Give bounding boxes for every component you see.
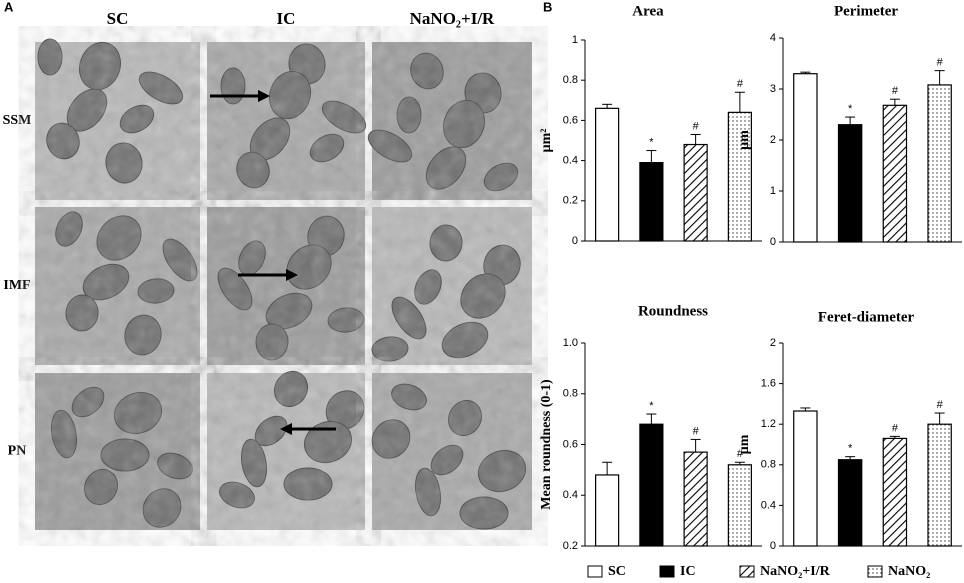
legend-label: NaNO₂+I/R (760, 564, 831, 579)
y-axis-label: µm² (539, 129, 554, 153)
y-tick-label: 1.2 (761, 418, 776, 430)
image-texture (372, 42, 532, 200)
micrograph (35, 373, 200, 530)
micrograph (35, 207, 200, 365)
legend-label: SC (608, 564, 626, 579)
chart-title: Roundness (638, 303, 708, 319)
bar (882, 437, 908, 547)
significance-marker: * (649, 136, 654, 148)
legend-swatch (867, 565, 883, 578)
micrograph (35, 38, 200, 200)
bar (927, 84, 952, 243)
bar (837, 124, 863, 243)
y-tick-label: 1.6 (761, 378, 776, 390)
significance-marker: * (848, 103, 853, 115)
y-tick-label: 0.4 (761, 499, 776, 511)
legend-swatch (659, 565, 675, 578)
chart-title: Perimeter (834, 3, 898, 19)
bar (639, 162, 664, 242)
y-axis-label: µm (737, 434, 752, 454)
bar (639, 423, 664, 547)
row-label: SSM (3, 113, 32, 128)
y-tick-label: 3 (770, 83, 776, 95)
bar (793, 410, 818, 547)
bar (683, 451, 708, 547)
significance-marker: * (848, 443, 853, 455)
micrograph (207, 42, 367, 200)
image-texture (372, 373, 532, 530)
arrow-head (286, 269, 298, 281)
y-tick-label: 0.2 (563, 195, 578, 207)
significance-marker: # (693, 425, 700, 437)
y-tick-label: 1 (770, 185, 776, 197)
row-label: PN (8, 444, 27, 459)
y-tick-label: 2 (770, 337, 776, 349)
y-tick-label: 0.2 (563, 540, 578, 552)
arrow-head (280, 423, 292, 435)
column-header: SC (107, 9, 129, 28)
y-tick-label: 4 (770, 32, 776, 44)
bar (727, 464, 752, 547)
y-tick-label: 0 (770, 540, 776, 552)
legend-label: IC (680, 564, 696, 579)
image-texture (35, 373, 200, 530)
legend-swatch (587, 565, 603, 578)
column-header: NaNO₂+I/R (410, 9, 495, 28)
significance-marker: # (737, 78, 744, 90)
micrograph (207, 207, 365, 365)
image-texture (207, 373, 365, 530)
y-axis-label: Mean roundness (0-1) (539, 379, 554, 510)
y-tick-label: 0 (572, 235, 578, 247)
significance-marker: # (693, 120, 700, 132)
row-label: IMF (3, 278, 30, 293)
y-tick-label: 0.8 (563, 388, 578, 400)
bar (595, 107, 620, 242)
y-tick-label: 0.4 (563, 155, 578, 167)
y-axis-label: µm (737, 130, 752, 150)
image-texture (35, 42, 200, 200)
y-tick-label: 1 (572, 34, 578, 46)
arrow-head (258, 90, 270, 102)
bar (927, 423, 952, 547)
image-texture (207, 42, 365, 200)
bar (837, 459, 863, 547)
image-texture (35, 207, 200, 365)
micrograph (371, 207, 532, 365)
chart-title: Feret-diameter (818, 309, 915, 325)
image-texture (207, 207, 365, 365)
significance-marker: # (892, 85, 899, 97)
column-header: IC (277, 9, 296, 28)
image-texture (372, 207, 532, 365)
bar (683, 143, 708, 242)
significance-marker: * (649, 400, 654, 412)
y-tick-label: 0.6 (563, 114, 578, 126)
y-tick-label: 0.6 (563, 438, 578, 450)
significance-marker: # (937, 399, 944, 411)
significance-marker: # (892, 422, 899, 434)
legend-label: NaNO₂ (888, 564, 930, 579)
bar (882, 104, 908, 243)
bar (793, 73, 818, 243)
y-tick-label: 0 (770, 236, 776, 248)
panel-a: A (4, 0, 14, 14)
y-tick-label: 2 (770, 134, 776, 146)
bar (595, 474, 620, 547)
significance-marker: # (937, 57, 944, 69)
y-tick-label: 0.8 (761, 459, 776, 471)
y-tick-label: 0.4 (563, 489, 578, 501)
micrograph (367, 42, 532, 200)
significance-marker: # (737, 448, 744, 460)
y-tick-label: 0.8 (563, 74, 578, 86)
panel-label: B (543, 0, 552, 14)
micrograph (371, 373, 532, 530)
chart-title: Area (632, 3, 664, 19)
micrograph (207, 370, 365, 530)
y-tick-label: 1.0 (563, 337, 578, 349)
panel-b: B (543, 0, 552, 14)
panel-label: A (4, 0, 14, 14)
legend-swatch (739, 565, 755, 578)
